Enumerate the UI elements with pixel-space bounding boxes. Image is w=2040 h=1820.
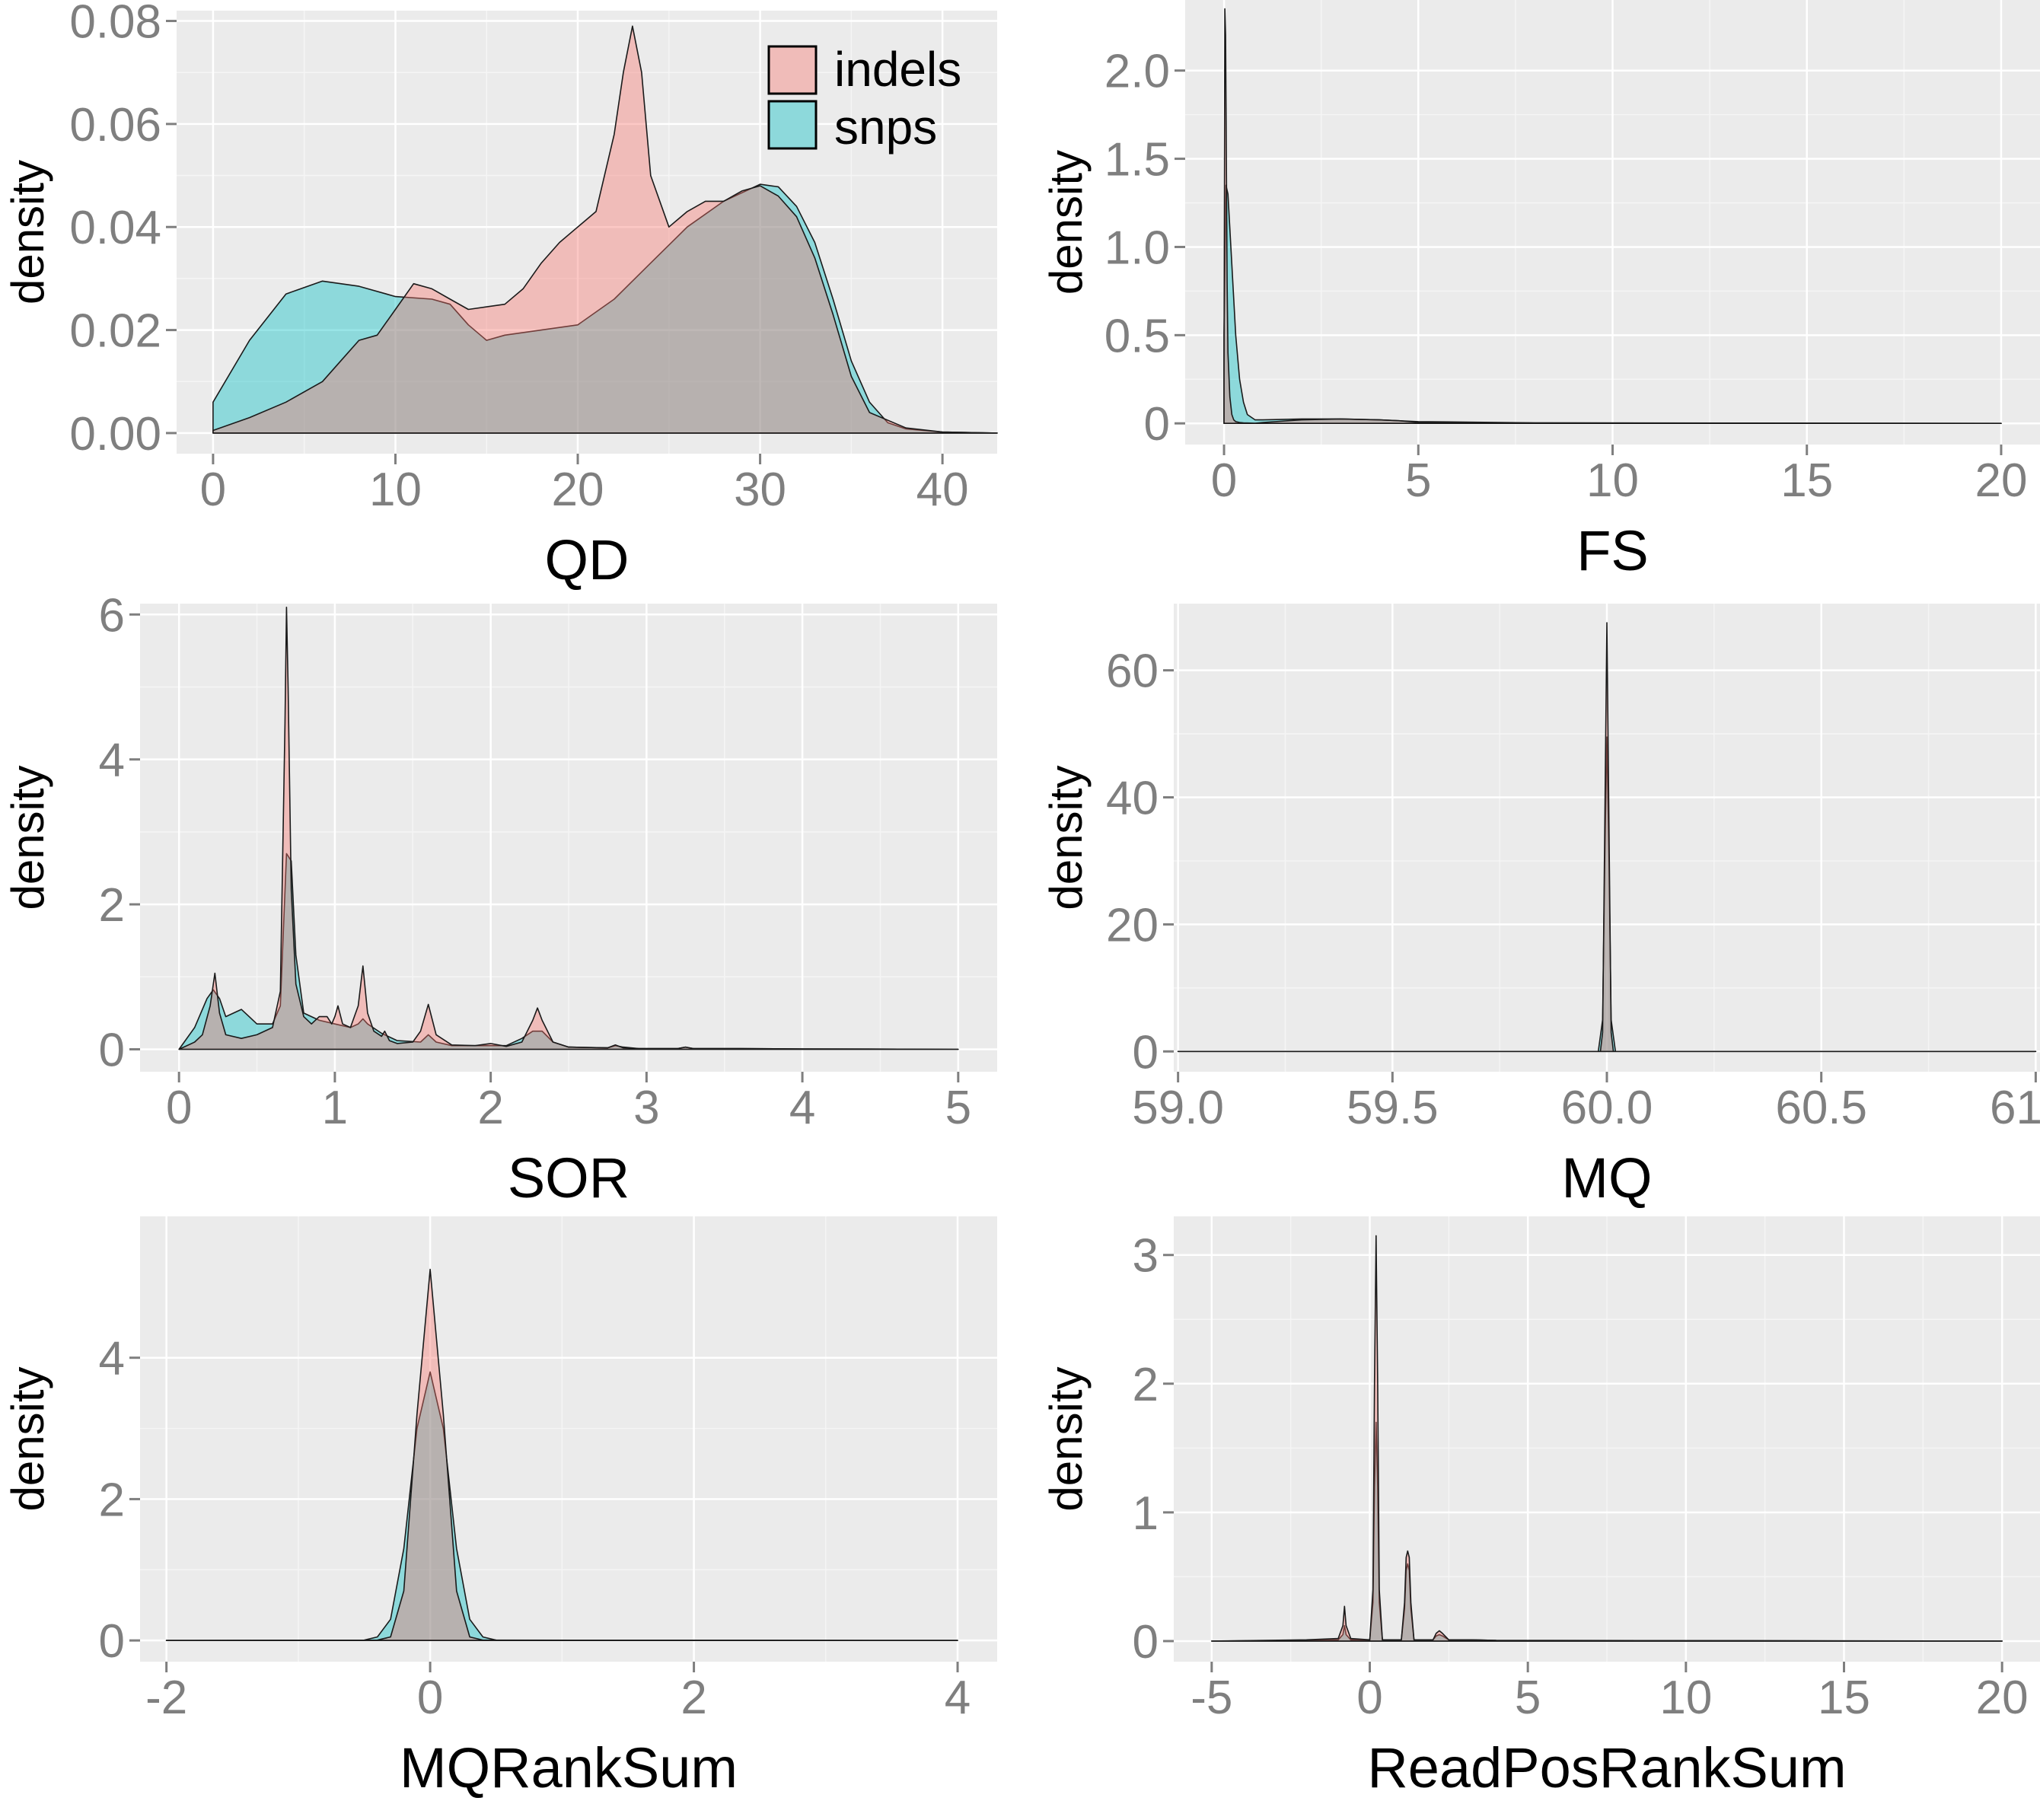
x-tick-label: 4 — [789, 1082, 815, 1134]
y-tick-label: 6 — [99, 589, 125, 642]
legend-key-bg — [767, 100, 818, 150]
y-tick-label: 40 — [1106, 773, 1159, 825]
density-area-snps — [178, 853, 959, 1050]
chart-panel-4: 59.0 59.5 60.0 60.5 61.0 0 20 40 60 MQ density — [1041, 604, 2040, 1210]
y-tick-label: 0 — [99, 1615, 125, 1668]
x-tick-label: 20 — [552, 464, 604, 516]
x-tick-label: 30 — [734, 464, 786, 516]
x-tick-label: 0 — [1211, 454, 1237, 507]
x-tick-label: 1 — [322, 1082, 348, 1134]
y-tick-label: 0.08 — [69, 0, 161, 49]
x-tick-label: 20 — [1975, 454, 2027, 507]
y-tick-label: 0.06 — [69, 99, 161, 151]
x-tick-label: 10 — [369, 464, 422, 516]
x-axis-title: QD — [545, 528, 630, 591]
x-axis-title: MQRankSum — [400, 1736, 738, 1799]
y-tick-label: 1 — [1133, 1487, 1159, 1540]
x-tick-label: 5 — [1515, 1672, 1541, 1724]
x-tick-label: 0 — [166, 1082, 192, 1134]
x-tick-label: 10 — [1659, 1672, 1712, 1724]
x-tick-label: 5 — [945, 1082, 971, 1134]
x-tick-label: 0 — [417, 1672, 443, 1724]
y-tick-label: 0 — [1133, 1026, 1159, 1079]
x-tick-label: 0 — [1356, 1672, 1382, 1724]
y-tick-label: 0 — [1144, 398, 1170, 451]
y-tick-label: 60 — [1106, 645, 1159, 698]
y-tick-label: 2 — [99, 1474, 125, 1526]
x-tick-label: 15 — [1780, 454, 1833, 507]
plot-background — [177, 11, 997, 454]
x-tick-label: 59.0 — [1132, 1082, 1224, 1134]
y-tick-label: 0.5 — [1104, 310, 1170, 362]
x-tick-label: 40 — [916, 464, 969, 516]
chart-panel-5: -2 0 2 4 0 2 4 MQRankSum density — [2, 1216, 997, 1799]
plot-background — [140, 1216, 997, 1662]
density-area-indels — [165, 1268, 958, 1641]
x-tick-label: 5 — [1405, 454, 1431, 507]
chart-panel-3: 0 1 2 3 4 5 0 2 4 6 SOR density — [2, 589, 997, 1210]
x-tick-label: -2 — [145, 1672, 187, 1724]
legend-label-snps: snps — [834, 100, 937, 155]
density-area-indels — [1223, 8, 2002, 424]
x-tick-label: 20 — [1976, 1672, 2029, 1724]
x-tick-label: -5 — [1191, 1672, 1232, 1724]
density-area-indels — [212, 25, 998, 434]
y-axis-title: density — [2, 1366, 53, 1511]
y-tick-label: 2 — [99, 879, 125, 932]
x-tick-label: 0 — [200, 464, 226, 516]
legend-key-indels — [767, 45, 818, 95]
y-tick-label: 4 — [99, 1333, 125, 1385]
density-area-indels — [1211, 1235, 2003, 1642]
x-tick-label: 59.5 — [1347, 1082, 1439, 1134]
y-tick-label: 1.0 — [1104, 222, 1170, 274]
chart-panel-2: 0 5 10 15 20 0 0.5 1.0 1.5 2.0 FS density — [1041, 0, 2040, 582]
x-tick-label: 10 — [1586, 454, 1639, 507]
legend-key-bg — [767, 45, 818, 95]
y-tick-label: 20 — [1106, 899, 1159, 951]
y-tick-label: 0.00 — [69, 408, 161, 461]
y-tick-label: 0 — [1133, 1616, 1159, 1669]
y-tick-label: 4 — [99, 735, 125, 787]
y-axis-title: density — [1041, 1366, 1092, 1511]
x-tick-label: 60.5 — [1775, 1082, 1867, 1134]
x-tick-label: 3 — [633, 1082, 659, 1134]
x-tick-label: 61.0 — [1990, 1082, 2040, 1134]
y-axis-title: density — [2, 160, 53, 304]
x-tick-label: 60.0 — [1561, 1082, 1653, 1134]
x-tick-label: 15 — [1818, 1672, 1870, 1724]
y-tick-label: 2.0 — [1104, 46, 1170, 98]
y-tick-label: 0 — [99, 1024, 125, 1076]
density-area-indels — [178, 607, 959, 1050]
x-tick-label: 4 — [945, 1672, 971, 1724]
y-tick-label: 1.5 — [1104, 134, 1170, 186]
y-tick-label: 0.04 — [69, 202, 161, 254]
x-axis-title: FS — [1576, 519, 1649, 582]
y-tick-label: 2 — [1133, 1359, 1159, 1411]
legend-label-indels: indels — [834, 42, 961, 97]
y-axis-title: density — [1041, 150, 1092, 295]
x-axis-title: ReadPosRankSum — [1367, 1736, 1846, 1799]
x-axis-title: SOR — [508, 1146, 630, 1210]
x-axis-title: MQ — [1561, 1146, 1652, 1210]
y-tick-label: 0.02 — [69, 305, 161, 358]
y-axis-title: density — [1041, 765, 1092, 910]
y-axis-title: density — [2, 765, 53, 910]
chart-panel-1: 0 10 20 30 40 0.00 0.02 0.04 0.06 0.08 QD density in… — [2, 0, 998, 591]
chart-panel-6: -5 0 5 10 15 20 0 1 2 3 ReadPosRankSum density — [1041, 1216, 2040, 1799]
density-area-snps — [1223, 184, 2002, 424]
y-tick-label: 3 — [1133, 1230, 1159, 1283]
x-tick-label: 2 — [477, 1082, 503, 1134]
density-area-indels — [1177, 622, 2037, 1053]
density-area-snps — [212, 183, 998, 434]
x-tick-label: 2 — [681, 1672, 706, 1724]
legend-key-snps — [767, 100, 818, 150]
